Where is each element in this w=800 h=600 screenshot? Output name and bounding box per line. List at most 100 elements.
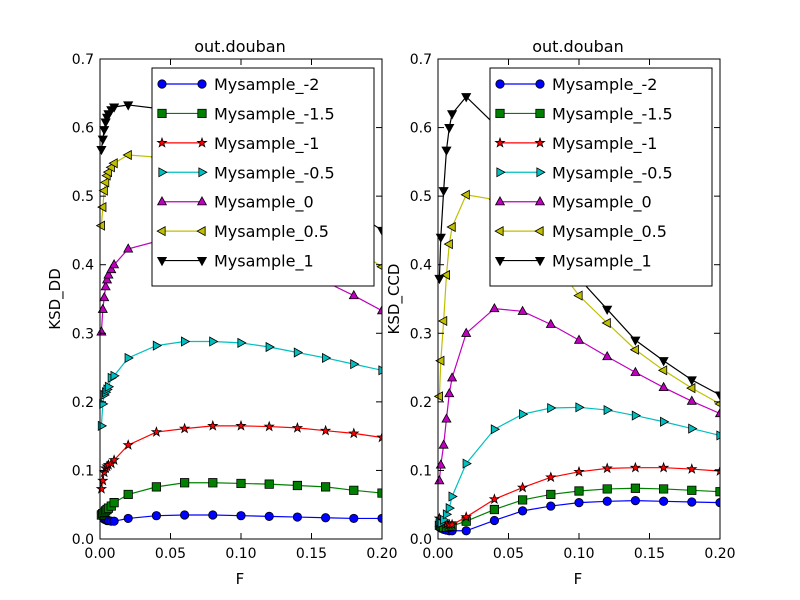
data-point <box>236 511 246 521</box>
data-point <box>435 355 445 366</box>
data-point <box>181 336 191 347</box>
legend-label: Mysample_0.5 <box>552 222 667 242</box>
left-chart-xlabel: F <box>236 570 245 588</box>
data-point <box>180 510 190 520</box>
data-point <box>438 187 449 197</box>
data-point <box>208 510 218 520</box>
data-point <box>629 461 642 473</box>
data-point <box>461 327 472 337</box>
x-tick-label: 0.15 <box>634 546 665 562</box>
data-point <box>573 334 585 344</box>
legend-marker <box>494 136 506 148</box>
data-point <box>714 407 720 418</box>
data-point <box>602 484 612 494</box>
y-tick-label: 0.1 <box>72 463 94 479</box>
data-point <box>443 239 453 250</box>
data-point <box>122 439 134 450</box>
data-point <box>546 489 556 500</box>
data-point <box>124 352 134 364</box>
data-point <box>437 315 448 327</box>
data-point <box>99 291 110 302</box>
data-point <box>714 391 720 401</box>
legend-marker <box>156 196 168 206</box>
data-point <box>319 424 332 436</box>
data-point <box>97 474 109 486</box>
data-point <box>97 202 107 213</box>
data-point <box>151 511 161 521</box>
data-point <box>265 341 275 353</box>
data-point <box>376 305 382 315</box>
data-point <box>441 146 452 156</box>
data-point <box>658 357 669 367</box>
data-point <box>658 381 669 392</box>
legend-box <box>489 67 713 287</box>
data-point <box>630 366 641 376</box>
data-point <box>441 413 452 423</box>
legend-marker <box>494 226 504 237</box>
data-point <box>686 463 698 474</box>
data-point <box>350 359 360 370</box>
data-point <box>102 167 113 178</box>
legend-marker <box>156 257 168 267</box>
legend-marker <box>156 226 166 237</box>
data-point <box>630 336 641 346</box>
data-point <box>601 317 611 329</box>
data-point <box>490 424 501 435</box>
data-point <box>207 419 219 431</box>
data-point <box>659 484 669 494</box>
data-point <box>123 489 133 500</box>
right-chart-ylabel: KSD_CCD <box>385 264 404 335</box>
data-point <box>574 486 584 496</box>
data-point <box>235 419 247 431</box>
data-point <box>715 487 720 497</box>
x-tick-label: 0.00 <box>84 546 115 562</box>
data-point <box>687 497 697 507</box>
legend-marker <box>198 167 208 178</box>
x-tick-label: 0.20 <box>704 546 735 562</box>
y-tick-label: 0.5 <box>410 189 432 205</box>
data-point <box>106 263 117 274</box>
data-point <box>447 110 458 120</box>
data-point <box>657 365 668 376</box>
data-point <box>688 423 698 434</box>
data-point <box>108 454 120 465</box>
legend-label: Mysample_0.5 <box>214 222 329 242</box>
y-tick-label: 0.3 <box>72 326 94 342</box>
data-point <box>376 431 382 443</box>
y-tick-label: 0.6 <box>72 121 94 137</box>
legend-marker <box>196 196 208 206</box>
data-point <box>686 395 697 405</box>
legend-label: Mysample_0 <box>552 193 652 213</box>
data-point <box>208 478 218 488</box>
data-point <box>686 376 697 386</box>
data-point <box>460 511 472 522</box>
data-point <box>321 482 331 492</box>
data-point <box>444 387 455 398</box>
data-point <box>602 305 613 315</box>
data-point <box>376 226 382 237</box>
y-tick-label: 0.6 <box>410 121 432 137</box>
data-point <box>657 461 670 473</box>
data-point <box>95 220 105 231</box>
legend-marker <box>535 79 545 89</box>
data-point <box>435 459 446 469</box>
legend-marker <box>157 108 167 119</box>
data-point <box>101 274 113 284</box>
data-point <box>660 416 670 427</box>
data-point <box>461 526 471 536</box>
data-point <box>264 511 274 521</box>
data-point <box>630 495 641 506</box>
y-tick-label: 0.1 <box>410 463 432 479</box>
left-chart: out.douban F KSD_DD 0.00 0.05 0.10 0.15 0.20… <box>46 37 398 588</box>
y-tick-label: 0.4 <box>410 258 432 274</box>
data-point <box>95 483 108 494</box>
data-point <box>348 427 360 439</box>
data-point <box>104 381 115 392</box>
x-tick-label: 0.15 <box>296 546 327 562</box>
legend-label: Mysample_1 <box>214 252 314 272</box>
data-point <box>103 269 114 279</box>
y-tick-label: 0.4 <box>72 258 94 274</box>
legend-marker <box>534 226 544 237</box>
data-point <box>348 289 359 300</box>
